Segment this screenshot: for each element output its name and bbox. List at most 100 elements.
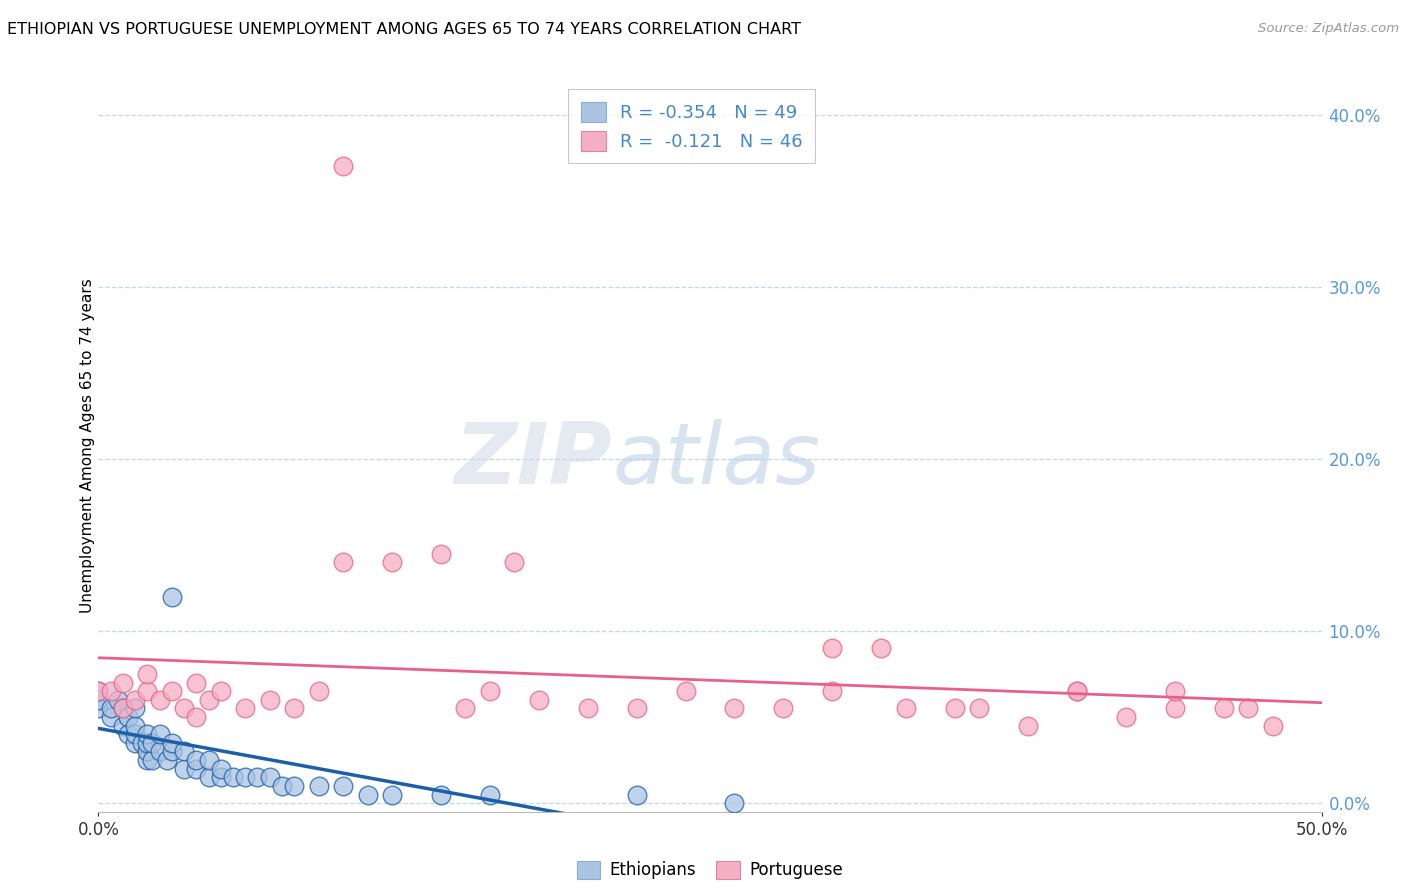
Point [209,684,232,698]
Point [332,159,354,173]
Point [87,684,110,698]
Point [186,753,208,767]
Legend: Ethiopians, Portuguese: Ethiopians, Portuguese [568,852,852,888]
Text: ETHIOPIAN VS PORTUGUESE UNEMPLOYMENT AMONG AGES 65 TO 74 YEARS CORRELATION CHART: ETHIOPIAN VS PORTUGUESE UNEMPLOYMENT AMO… [7,22,801,37]
Point [478,788,501,802]
Point [136,744,159,758]
Point [222,770,245,784]
Point [1261,719,1284,733]
Point [197,770,219,784]
Point [772,701,794,715]
Point [141,736,163,750]
Point [173,744,195,758]
Point [283,779,305,793]
Point [894,701,917,715]
Point [149,727,172,741]
Point [186,675,208,690]
Point [117,710,139,724]
Point [131,736,153,750]
Point [160,744,183,758]
Point [87,693,110,707]
Point [197,753,219,767]
Point [1212,701,1234,715]
Point [430,788,453,802]
Point [111,701,134,715]
Point [356,788,378,802]
Point [626,701,648,715]
Point [136,736,159,750]
Point [478,684,501,698]
Point [173,762,195,776]
Point [173,701,195,715]
Point [270,779,294,793]
Point [1066,684,1088,698]
Point [1115,710,1137,724]
Point [124,701,146,715]
Point [156,753,179,767]
Point [233,701,256,715]
Point [233,770,256,784]
Point [186,710,208,724]
Text: atlas: atlas [612,419,820,502]
Point [124,736,146,750]
Point [283,701,305,715]
Point [821,641,844,656]
Point [209,770,232,784]
Point [527,693,550,707]
Point [100,701,122,715]
Point [1066,684,1088,698]
Point [503,555,526,569]
Point [723,796,745,810]
Point [100,684,122,698]
Point [124,719,146,733]
Point [454,701,477,715]
Point [381,788,404,802]
Point [111,675,134,690]
Point [100,710,122,724]
Point [1237,701,1260,715]
Point [626,788,648,802]
Point [111,719,134,733]
Point [186,762,208,776]
Point [1164,684,1187,698]
Point [136,684,159,698]
Point [124,727,146,741]
Point [209,762,232,776]
Point [160,590,183,604]
Point [246,770,269,784]
Point [149,744,172,758]
Point [821,684,844,698]
Point [136,753,159,767]
Point [149,693,172,707]
Y-axis label: Unemployment Among Ages 65 to 74 years: Unemployment Among Ages 65 to 74 years [80,278,94,614]
Point [1017,719,1039,733]
Point [259,693,281,707]
Point [430,547,453,561]
Point [160,684,183,698]
Point [124,693,146,707]
Point [675,684,697,698]
Point [576,701,599,715]
Point [136,667,159,681]
Point [332,555,354,569]
Point [723,701,745,715]
Point [117,727,139,741]
Point [107,693,129,707]
Point [259,770,281,784]
Text: ZIP: ZIP [454,419,612,502]
Point [870,641,893,656]
Text: Source: ZipAtlas.com: Source: ZipAtlas.com [1258,22,1399,36]
Point [136,727,159,741]
Point [308,779,330,793]
Point [87,684,110,698]
Point [308,684,330,698]
Point [381,555,404,569]
Point [111,701,134,715]
Point [967,701,990,715]
Point [332,779,354,793]
Point [87,701,110,715]
Point [943,701,966,715]
Point [197,693,219,707]
Point [141,753,163,767]
Point [1164,701,1187,715]
